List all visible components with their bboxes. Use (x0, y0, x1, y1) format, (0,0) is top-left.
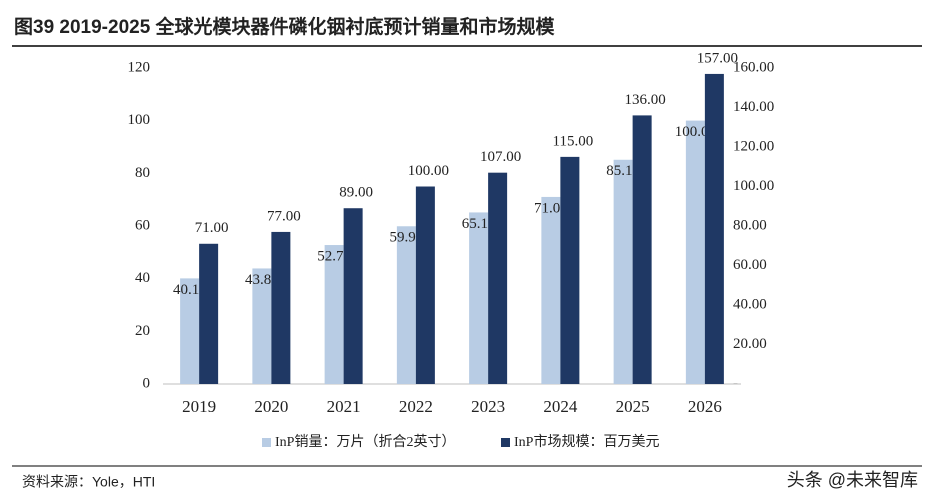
value-label: 65.15 (462, 216, 496, 232)
legend-swatch (501, 438, 510, 447)
y-tick-label: 120 (128, 59, 151, 75)
source: 资料来源：Yole，HTI (22, 474, 155, 490)
y-tick-label: 20 (135, 323, 150, 339)
value-label: 157.00 (697, 50, 738, 66)
bar (180, 278, 200, 384)
bar (199, 243, 219, 384)
value-label: 71.04 (534, 200, 568, 216)
value-label: 43.88 (245, 272, 279, 288)
y-tick-label: 80 (135, 165, 150, 181)
bar (415, 186, 435, 384)
bar (343, 208, 363, 384)
x-tick-label: 2024 (543, 397, 578, 416)
x-tick-label: 2023 (471, 397, 505, 416)
bar (613, 159, 633, 384)
y2-tick-label: 160.00 (733, 59, 774, 75)
legend-label: InP市场规模：百万美元 (514, 433, 659, 450)
x-tick-label: 2021 (327, 397, 361, 416)
y-tick-label: 0 (143, 375, 151, 391)
x-tick-label: 2019 (182, 397, 216, 416)
x-tick-label: 2022 (399, 397, 433, 416)
y-tick-label: 100 (128, 112, 151, 128)
y2-tick-label: 80.00 (733, 217, 767, 233)
y2-tick-label: 60.00 (733, 257, 767, 273)
bar (632, 115, 652, 385)
bar (685, 120, 705, 384)
value-label: 89.00 (339, 185, 373, 201)
bar (324, 245, 344, 384)
y-tick-label: 40 (135, 270, 150, 286)
legend-swatch (262, 438, 271, 447)
bar (560, 156, 580, 384)
bar (396, 226, 416, 384)
legend-label: InP销量：万片（折合2英寸） (275, 433, 455, 450)
value-label: 40.11 (173, 282, 206, 298)
y2-tick-label: 40.00 (733, 296, 767, 312)
bar (488, 172, 508, 384)
value-label: 136.00 (625, 92, 666, 108)
value-label: 115.00 (553, 133, 594, 149)
value-label: 107.00 (480, 149, 521, 165)
bar (469, 212, 489, 384)
figure-title: 图39 2019-2025 全球光模块器件磷化铟衬底预计销量和市场规模 (14, 15, 556, 38)
y2-tick-label: 100.00 (733, 178, 774, 194)
bar (271, 231, 291, 384)
y2-tick-label: 20.00 (733, 336, 767, 352)
x-tick-label: 2020 (254, 397, 288, 416)
bar (704, 73, 724, 385)
bar (541, 196, 561, 384)
watermark: 头条 @未来智库 (787, 470, 918, 490)
y-tick-label: 60 (135, 217, 150, 233)
x-tick-label: 2025 (616, 397, 650, 416)
value-label: 71.00 (195, 220, 229, 236)
value-label: 85.15 (606, 163, 640, 179)
value-label: 52.77 (317, 248, 351, 264)
bar (252, 268, 272, 384)
y2-tick-label: 140.00 (733, 99, 774, 115)
x-tick-label: 2026 (688, 397, 722, 416)
chart: 0 20 40 60 80 100 120 - 20.00 40.00 60.00 80.00 100.… (128, 50, 775, 450)
value-label: 77.00 (267, 208, 301, 224)
y2-tick-label: - (733, 375, 738, 391)
value-label: 100.00 (408, 163, 449, 179)
value-label: 59.90 (390, 230, 424, 246)
y2-tick-label: 120.00 (733, 138, 774, 154)
